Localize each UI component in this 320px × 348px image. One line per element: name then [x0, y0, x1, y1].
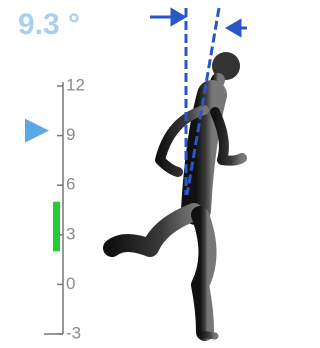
- posture-view: 9.3 ° -3 0 3 6 9 12: [0, 0, 248, 348]
- tick-label: 3: [66, 224, 75, 243]
- tick-label: 0: [66, 274, 75, 293]
- runner: [112, 52, 242, 336]
- tick-label: 9: [66, 125, 75, 144]
- tick-label: 12: [66, 75, 85, 94]
- tick-label: 6: [66, 175, 75, 194]
- green-band: [53, 202, 60, 252]
- tick-label: -3: [66, 323, 81, 342]
- angle-readout: 9.3 °: [18, 8, 80, 41]
- page: 9.3 ° -3036912 (() => { const data = JSO…: [0, 0, 320, 348]
- pointer: [25, 119, 49, 143]
